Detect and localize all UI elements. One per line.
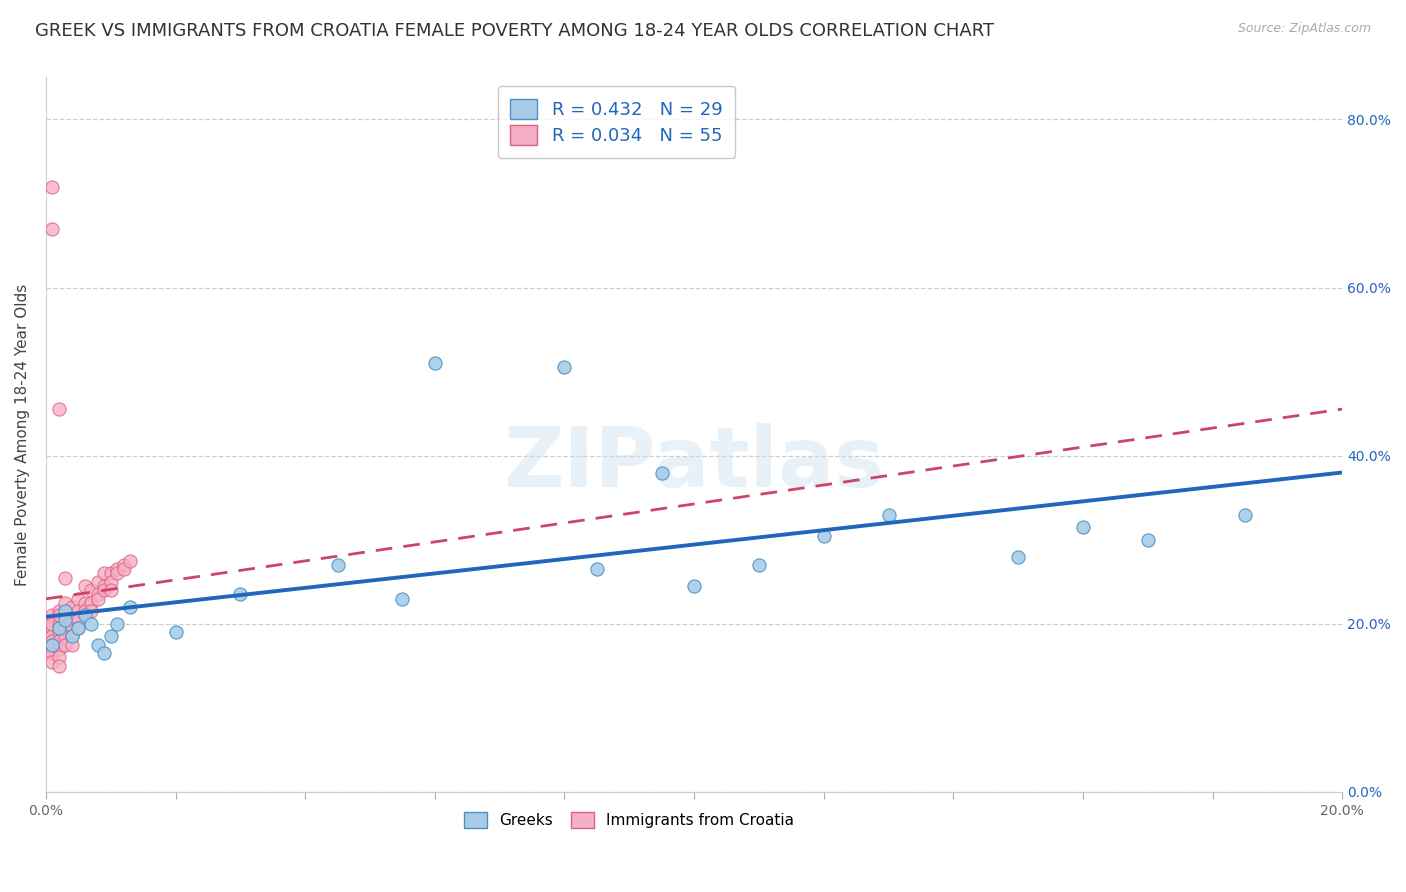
Point <box>55 621 77 635</box>
Point <box>87 638 110 652</box>
Point <box>60 638 83 652</box>
Point <box>41 621 63 635</box>
Point <box>80 583 103 598</box>
Point <box>80 604 103 618</box>
Point <box>41 638 63 652</box>
Point <box>48 642 70 657</box>
Point <box>93 646 115 660</box>
Point <box>120 600 142 615</box>
Point <box>55 571 77 585</box>
Point <box>55 630 77 644</box>
Point <box>100 566 122 581</box>
Point <box>41 642 63 657</box>
Point <box>60 630 83 644</box>
Point <box>48 621 70 635</box>
Point <box>87 587 110 601</box>
Point <box>683 579 706 593</box>
Point <box>1234 508 1257 522</box>
Point <box>87 574 110 589</box>
Point <box>93 583 115 598</box>
Point <box>73 604 96 618</box>
Point <box>48 616 70 631</box>
Point <box>55 638 77 652</box>
Point <box>877 508 900 522</box>
Point <box>813 528 835 542</box>
Point <box>112 562 135 576</box>
Text: Source: ZipAtlas.com: Source: ZipAtlas.com <box>1237 22 1371 36</box>
Point <box>55 613 77 627</box>
Point <box>80 616 103 631</box>
Point <box>60 621 83 635</box>
Point <box>48 650 70 665</box>
Point <box>48 608 70 623</box>
Point <box>586 562 609 576</box>
Point <box>41 655 63 669</box>
Point <box>41 179 63 194</box>
Point <box>326 558 349 572</box>
Point <box>100 630 122 644</box>
Point <box>48 402 70 417</box>
Point <box>73 579 96 593</box>
Point <box>105 566 128 581</box>
Point <box>651 466 673 480</box>
Point <box>100 583 122 598</box>
Point <box>93 579 115 593</box>
Point <box>165 625 187 640</box>
Point <box>112 558 135 572</box>
Point <box>48 604 70 618</box>
Point <box>93 566 115 581</box>
Point <box>41 608 63 623</box>
Point <box>748 558 770 572</box>
Point <box>391 591 413 606</box>
Point <box>55 608 77 623</box>
Point <box>48 625 70 640</box>
Point <box>67 591 90 606</box>
Point <box>100 574 122 589</box>
Point <box>87 591 110 606</box>
Point <box>105 562 128 576</box>
Point <box>67 621 90 635</box>
Point <box>229 587 252 601</box>
Point <box>60 600 83 615</box>
Point <box>1136 533 1159 547</box>
Text: GREEK VS IMMIGRANTS FROM CROATIA FEMALE POVERTY AMONG 18-24 YEAR OLDS CORRELATIO: GREEK VS IMMIGRANTS FROM CROATIA FEMALE … <box>35 22 994 40</box>
Point <box>73 596 96 610</box>
Point <box>41 616 63 631</box>
Point <box>60 613 83 627</box>
Point <box>41 630 63 644</box>
Point <box>80 596 103 610</box>
Point <box>41 633 63 648</box>
Point <box>48 633 70 648</box>
Point <box>105 616 128 631</box>
Point <box>67 621 90 635</box>
Point <box>55 604 77 618</box>
Point <box>48 658 70 673</box>
Point <box>423 356 446 370</box>
Point <box>41 221 63 235</box>
Legend: Greeks, Immigrants from Croatia: Greeks, Immigrants from Croatia <box>458 806 800 834</box>
Point <box>55 596 77 610</box>
Text: ZIPatlas: ZIPatlas <box>503 423 884 504</box>
Y-axis label: Female Poverty Among 18-24 Year Olds: Female Poverty Among 18-24 Year Olds <box>15 284 30 586</box>
Point <box>120 554 142 568</box>
Point <box>1071 520 1094 534</box>
Point <box>41 638 63 652</box>
Point <box>67 604 90 618</box>
Point <box>67 613 90 627</box>
Point <box>553 360 575 375</box>
Point <box>60 630 83 644</box>
Point <box>73 608 96 623</box>
Point <box>41 646 63 660</box>
Point <box>1007 549 1029 564</box>
